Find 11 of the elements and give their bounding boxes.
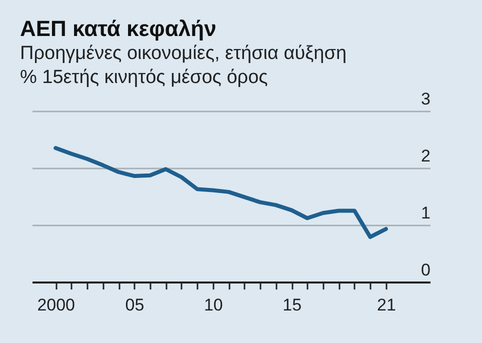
- x-tick-label: 2000: [37, 296, 76, 314]
- x-tick-label: 21: [376, 296, 396, 314]
- y-tick-label: 2: [421, 146, 430, 166]
- x-tick-label: 15: [282, 296, 302, 314]
- y-tick-label: 1: [421, 204, 430, 222]
- y-tick-label: 0: [421, 260, 430, 280]
- x-tick-label: 05: [125, 296, 144, 314]
- x-tick-label: 10: [204, 296, 223, 314]
- y-tick-label: 3: [421, 90, 430, 108]
- chart-title: ΑΕΠ κατά κεφαλήν: [20, 16, 216, 41]
- chart-subtitle: Προηγμένες οικονομίες, ετήσια αύξηση % 15ετής κινητός μέσος όρος: [20, 43, 347, 88]
